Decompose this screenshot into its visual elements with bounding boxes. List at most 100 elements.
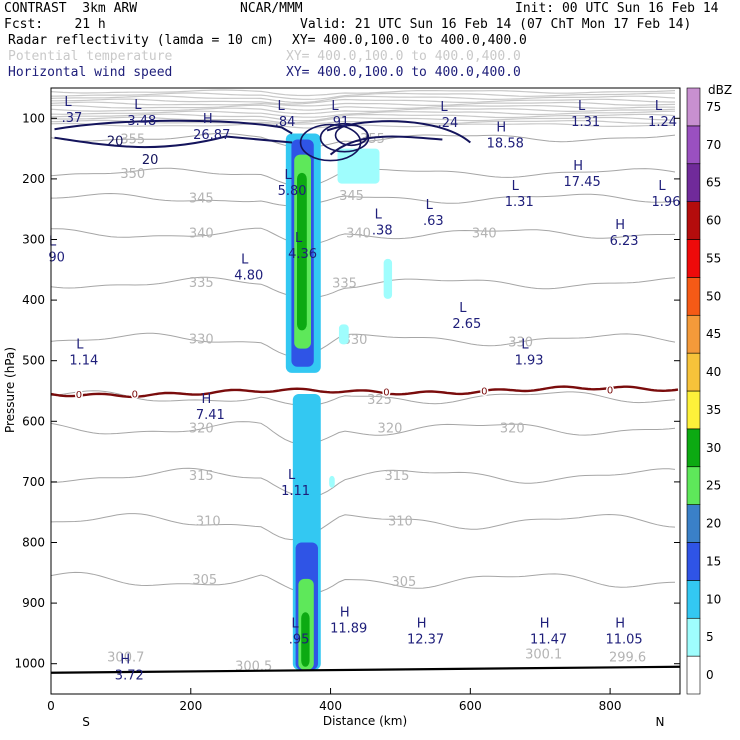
reflectivity-column <box>301 612 310 667</box>
theta-label: 340 <box>346 226 371 241</box>
wind-extremum-value: 17.45 <box>564 175 601 190</box>
wind-max-marker: H <box>120 653 130 668</box>
wind-contour <box>54 135 443 156</box>
forecast-hour: Fcst: 21 h <box>4 17 106 32</box>
wind-min-marker: L <box>241 253 249 268</box>
wind-min-marker: L <box>291 616 299 631</box>
wind-min-marker: L <box>658 179 666 194</box>
y-axis-label: Pressure (hPa) <box>3 347 17 433</box>
x-end-south: S <box>82 715 90 729</box>
theta-contour <box>50 332 676 358</box>
theta-band-line <box>50 107 676 115</box>
y-tick-label: 800 <box>22 536 45 550</box>
colorbar-level: 10 <box>706 592 721 606</box>
wind-contour-ring <box>319 122 370 153</box>
theta-label: 300.7 <box>107 651 144 666</box>
wind-min-marker: L <box>288 468 296 483</box>
theta-band-line <box>50 95 676 104</box>
y-tick-label: 900 <box>22 596 45 610</box>
reflectivity-patch <box>338 324 349 345</box>
wind-extremum-value: 18.58 <box>487 137 524 152</box>
wind-max-marker: H <box>615 616 625 631</box>
wind-min-marker: L <box>49 235 57 250</box>
wind-contour-label: 20 <box>142 153 159 168</box>
wind-extremum-value: .24 <box>438 116 459 131</box>
theta-band-line <box>51 92 676 100</box>
wind-min-marker: L <box>440 100 448 115</box>
colorbar-swatch <box>686 542 701 581</box>
y-tick-label: 100 <box>22 111 45 125</box>
theta-band-line <box>51 98 675 105</box>
theta-label: 305 <box>392 575 417 590</box>
wind-min-marker: L <box>655 99 663 114</box>
wind-contour-label: 20 <box>107 135 124 150</box>
theta-label: 330 <box>508 336 533 351</box>
wind-min-marker: L <box>578 99 586 114</box>
wind-min-marker: L <box>512 179 520 194</box>
wind-extremum-value: 1.24 <box>648 115 677 130</box>
ground-surface <box>50 665 681 674</box>
theta-band-line <box>50 101 676 107</box>
theta-label: 325 <box>367 393 392 408</box>
theta-label: 335 <box>332 277 357 292</box>
colorbar-swatch <box>686 580 701 619</box>
freezing-level-label: 0 <box>132 389 138 400</box>
wind-extremum-value: 2.65 <box>452 317 481 332</box>
theta-contour <box>50 513 676 541</box>
theta-band-line <box>51 116 676 124</box>
theta-band-line <box>50 122 675 129</box>
wind-min-marker: L <box>331 99 339 114</box>
theta-contour <box>50 276 676 299</box>
wind-max-marker: H <box>340 605 350 620</box>
y-tick-label: 1000 <box>14 657 45 671</box>
freezing-level-label: 0 <box>607 386 613 397</box>
theta-label: 320 <box>189 422 214 437</box>
theta-label: 340 <box>189 226 214 241</box>
colorbar: 0 5 10 15 20 25 30 35 40 45 50 55 60 65 70 75 <box>686 87 721 695</box>
wind-extremum-value: 7.41 <box>196 408 225 423</box>
wind-min-marker: L <box>76 338 84 353</box>
wind-min-marker: L <box>278 99 286 114</box>
wind-min-marker: L <box>64 95 72 110</box>
colorbar-swatch <box>686 617 701 657</box>
theta-label: 310 <box>388 514 413 529</box>
wind-extremum-value: 12.37 <box>407 632 444 647</box>
reflectivity-patch <box>383 258 393 299</box>
wind-extremum-value: .84 <box>275 115 296 130</box>
wind-extremum-value: 90 <box>48 251 65 266</box>
theta-label: 330 <box>343 333 368 348</box>
colorbar-level: 40 <box>706 365 721 379</box>
theta-contour <box>50 421 676 445</box>
theta-label: 315 <box>385 469 410 484</box>
wind-extremum-value: 4.36 <box>288 247 317 262</box>
colorbar-swatch <box>686 655 701 695</box>
colorbar-level: 20 <box>706 517 721 531</box>
wind-extremum-value: 11.05 <box>605 632 642 647</box>
freezing-level-label: 0 <box>481 387 487 398</box>
wind-extremum-value: 11.89 <box>330 621 367 636</box>
wind-min-marker: L <box>426 198 434 213</box>
wind-extremum-value: 26.87 <box>193 128 230 143</box>
theta-contour <box>51 227 676 245</box>
theta-label: 350 <box>120 167 145 182</box>
wind-extremum-value: 1.93 <box>515 354 544 369</box>
model-title: CONTRAST 3km ARW <box>4 1 138 16</box>
wind-extremum-value: 1.31 <box>571 115 600 130</box>
wind-extremum-value: 5.80 <box>278 184 307 199</box>
x-axis-label: Distance (km) <box>323 714 407 728</box>
colorbar-level: 35 <box>706 403 721 417</box>
theta-label: 300.5 <box>235 660 272 675</box>
wind-extremum-value: .37 <box>62 111 83 126</box>
wind-extremum-value: 6.23 <box>610 234 639 249</box>
init-time: Init: 00 UTC Sun 16 Feb 14 <box>515 1 719 16</box>
colorbar-level: 5 <box>706 630 714 644</box>
wind-extremum-value: 1.14 <box>69 354 98 369</box>
colorbar-level: 70 <box>706 138 721 152</box>
wind-min-marker: L <box>134 98 142 113</box>
field-2-xy: XY= 400.0,100.0 to 400.0,400.0 <box>286 49 521 64</box>
field-1-xy: XY= 400.0,100.0 to 400.0,400.0 <box>292 33 527 48</box>
wind-min-marker: L <box>375 207 383 222</box>
colorbar-level: 30 <box>706 441 721 455</box>
